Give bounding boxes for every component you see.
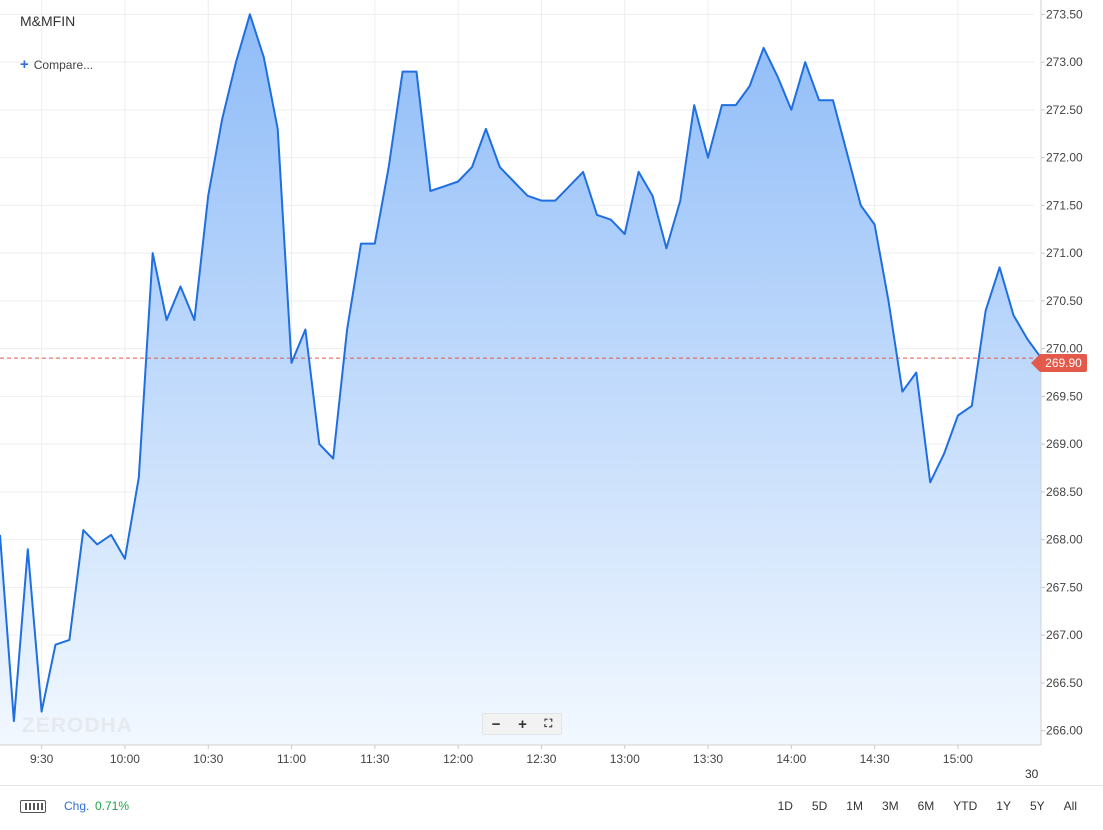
keyboard-icon[interactable] (20, 800, 46, 813)
range-button-6m[interactable]: 6M (917, 799, 935, 813)
x-tick-label: 12:30 (526, 752, 556, 766)
date-label: 30 (1025, 767, 1039, 781)
range-selector: 1D 5D 1M 3M 6M YTD 1Y 5Y All (759, 799, 1077, 813)
x-tick-label: 10:30 (193, 752, 223, 766)
x-tick-label: 12:00 (443, 752, 473, 766)
y-tick-label: 273.00 (1046, 55, 1083, 69)
range-button-ytd[interactable]: YTD (953, 799, 978, 813)
fullscreen-icon[interactable]: ⛶ (544, 717, 553, 730)
y-tick-label: 270.50 (1046, 294, 1083, 308)
y-tick-label: 273.50 (1046, 7, 1083, 21)
change-value: 0.71% (95, 799, 130, 813)
zoom-in-icon[interactable]: + (518, 715, 527, 733)
change-label: Chg. (64, 799, 90, 813)
range-button-1m[interactable]: 1M (846, 799, 863, 813)
price-area-fill (0, 14, 1042, 746)
x-tick-label: 14:00 (776, 752, 806, 766)
range-button-1y[interactable]: 1Y (996, 799, 1011, 813)
current-price-tag: 269.90 (1031, 354, 1087, 372)
y-tick-label: 272.50 (1046, 103, 1083, 117)
x-tick-label: 15:00 (943, 752, 973, 766)
y-tick-label: 266.50 (1046, 676, 1083, 690)
zoom-out-icon[interactable]: − (491, 715, 501, 733)
zoom-controls: − + ⛶ (482, 713, 562, 735)
range-button-all[interactable]: All (1063, 799, 1077, 813)
y-tick-label: 268.00 (1046, 533, 1083, 547)
y-tick-label: 268.50 (1046, 485, 1083, 499)
range-button-1d[interactable]: 1D (777, 799, 793, 813)
x-tick-label: 13:00 (610, 752, 640, 766)
symbol-title: M&MFIN (20, 13, 76, 29)
range-button-5y[interactable]: 5Y (1029, 799, 1045, 813)
price-chart[interactable]: 266.00 266.50 267.00 267.50 268.00 268.50 269.… (0, 0, 1103, 785)
zerodha-watermark: ZERODHA (22, 714, 133, 737)
x-tick-label: 11:30 (360, 752, 389, 766)
y-tick-label: 267.00 (1046, 628, 1083, 642)
chart-axes (0, 0, 1042, 746)
y-tick-label: 266.00 (1046, 724, 1083, 738)
x-tick-label: 11:00 (277, 752, 306, 766)
x-tick-label: 9:30 (30, 752, 54, 766)
chart-footer: Chg. 0.71% 1D 5D 1M 3M 6M YTD 1Y 5Y All (0, 785, 1103, 830)
y-tick-label: 269.50 (1046, 389, 1083, 403)
y-tick-label: 271.50 (1046, 198, 1083, 212)
range-button-5d[interactable]: 5D (811, 799, 828, 813)
range-button-3m[interactable]: 3M (881, 799, 899, 813)
y-axis-ticks: 266.00 266.50 267.00 267.50 268.00 268.50 269.… (1041, 7, 1083, 738)
y-tick-label: 270.00 (1046, 342, 1083, 356)
y-tick-label: 272.00 (1046, 151, 1083, 165)
x-tick-label: 13:30 (693, 752, 723, 766)
y-tick-label: 271.00 (1046, 246, 1083, 260)
plus-icon: + (20, 56, 29, 73)
compare-label: Compare... (33, 58, 94, 72)
y-tick-label: 269.00 (1046, 437, 1083, 451)
x-tick-label: 14:30 (860, 752, 890, 766)
x-tick-label: 10:00 (110, 752, 140, 766)
price-line-series (0, 13, 1043, 723)
compare-button[interactable]: + Compare... (20, 56, 93, 73)
y-tick-label: 267.50 (1046, 580, 1083, 594)
x-axis-ticks: 9:30 10:00 10:30 11:00 11:30 12:00 12:30 13:00 1… (30, 745, 973, 766)
